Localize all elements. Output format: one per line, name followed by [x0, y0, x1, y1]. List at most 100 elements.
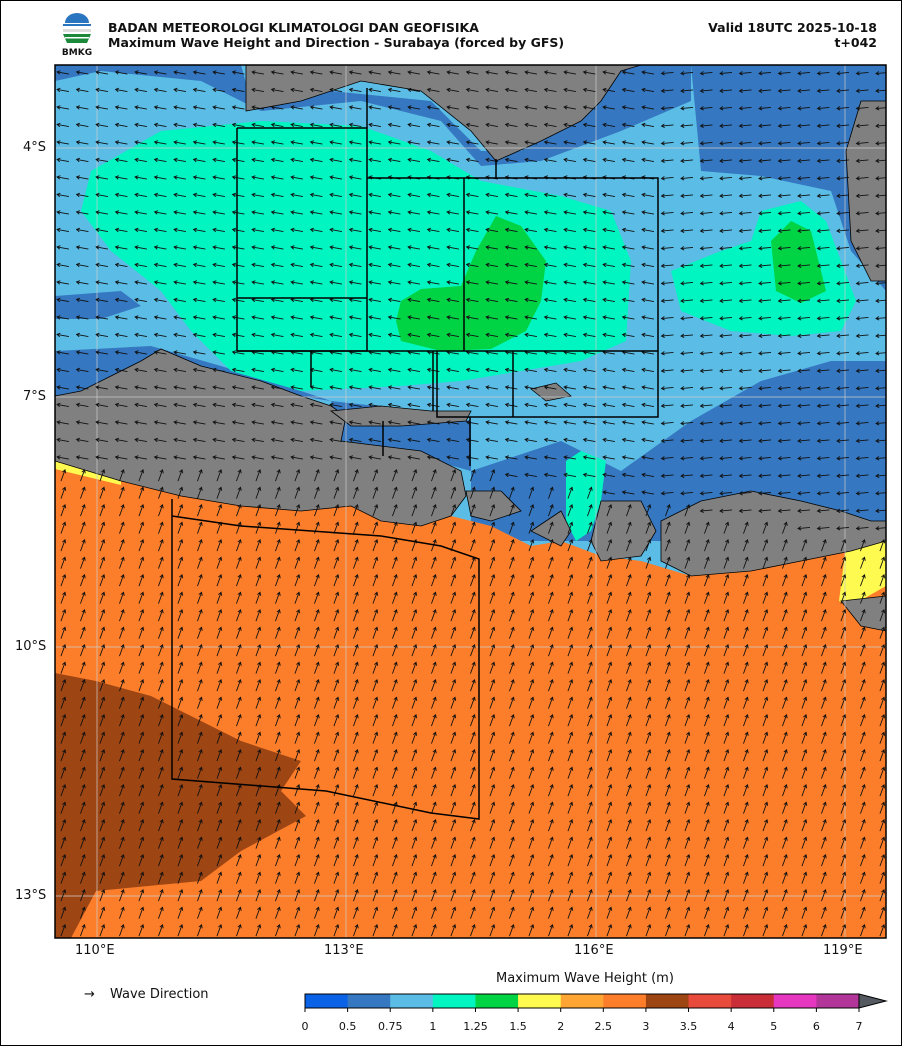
- wave-arrow: [231, 227, 245, 233]
- wave-arrow: [216, 801, 223, 814]
- wave-arrow: [372, 889, 379, 902]
- wave-arrow: [801, 679, 808, 692]
- wave-arrow: [255, 906, 262, 919]
- wave-arrow: [158, 924, 164, 937]
- wave-arrow: [236, 871, 242, 884]
- wave-arrow: [348, 332, 362, 338]
- wave-arrow: [719, 386, 733, 391]
- wave-arrow: [290, 280, 303, 285]
- wave-arrow: [314, 609, 320, 622]
- wave-arrow: [348, 437, 362, 443]
- wave-arrow: [719, 228, 733, 233]
- wave-arrow: [626, 591, 632, 604]
- wave-arrow: [138, 784, 145, 797]
- wave-arrow: [60, 521, 67, 534]
- wave-arrow: [251, 210, 264, 215]
- wave-arrow: [645, 906, 652, 919]
- wave-arrow: [333, 836, 340, 849]
- wave-arrow: [216, 871, 223, 884]
- wave-arrow: [645, 521, 652, 534]
- wave-arrow: [197, 749, 203, 762]
- sea-dark-blue-n: [55, 65, 691, 166]
- wave-arrow: [99, 539, 106, 552]
- wave-arrow: [587, 924, 593, 937]
- wave-arrow: [801, 854, 808, 867]
- wave-arrow: [231, 70, 245, 75]
- wave-arrow: [212, 420, 225, 425]
- wave-arrow: [450, 836, 457, 849]
- wave-arrow: [762, 924, 769, 937]
- wave-arrow: [407, 455, 420, 460]
- wave-arrow: [251, 455, 264, 460]
- wave-arrow: [158, 644, 164, 657]
- wave-arrow: [485, 210, 498, 215]
- wave-arrow: [860, 539, 866, 552]
- wave-arrow: [290, 385, 303, 390]
- wave-arrow: [504, 385, 518, 390]
- wave-arrow: [860, 854, 866, 867]
- wave-arrow: [392, 836, 398, 849]
- wave-arrow: [879, 626, 886, 639]
- wave-arrow: [251, 192, 264, 198]
- wave-arrow: [587, 574, 593, 587]
- wave-arrow: [645, 714, 652, 727]
- forecast-area-boundaries: [171, 88, 659, 820]
- wave-arrow: [704, 819, 710, 832]
- wave-arrow: [470, 661, 476, 674]
- wave-arrow: [80, 574, 86, 587]
- wave-arrow: [387, 140, 401, 145]
- wave-arrow: [236, 591, 242, 604]
- wave-arrow: [758, 473, 772, 478]
- wave-arrow: [236, 749, 242, 762]
- wave-arrow: [489, 644, 496, 657]
- graticule: [55, 65, 886, 938]
- wave-arrow: [197, 836, 203, 849]
- wave-arrow: [543, 315, 557, 320]
- wave-arrow: [270, 70, 284, 75]
- wave-arrow: [158, 626, 164, 639]
- wave-arrow: [587, 871, 593, 884]
- wave-arrow: [840, 609, 847, 622]
- wave-arrow: [606, 626, 613, 639]
- wave-arrow: [426, 87, 440, 93]
- wave-arrow: [645, 556, 652, 569]
- wave-arrow: [602, 122, 615, 128]
- wave-arrow: [485, 385, 498, 390]
- wave-arrow: [446, 210, 459, 215]
- wave-arrow: [645, 924, 652, 937]
- wave-arrow: [699, 228, 713, 233]
- wave-arrow: [236, 521, 242, 534]
- wave-arrow: [372, 731, 379, 744]
- wave-arrow: [236, 854, 242, 867]
- wave-arrow: [489, 504, 496, 517]
- wave-arrow: [426, 210, 440, 215]
- wave-arrow: [197, 854, 203, 867]
- wave-arrow: [75, 245, 89, 250]
- wave-arrow: [372, 679, 379, 692]
- wave-arrow: [177, 469, 184, 482]
- wave-arrow: [270, 367, 284, 373]
- wave-arrow: [353, 521, 359, 534]
- wave-arrow: [563, 210, 576, 215]
- wave-arrow: [660, 211, 674, 216]
- wave-arrow: [294, 836, 301, 849]
- wave-arrow: [660, 281, 674, 286]
- wave-arrow: [353, 679, 359, 692]
- wave-arrow: [836, 106, 850, 111]
- wave-arrow: [684, 696, 691, 709]
- wave-arrow: [60, 661, 67, 674]
- wave-arrow: [504, 105, 518, 110]
- wave-arrow: [294, 626, 301, 639]
- wave-arrow: [606, 784, 613, 797]
- wave-arrow: [153, 455, 167, 460]
- wave-arrow: [216, 836, 223, 849]
- wave-arrow: [314, 469, 320, 482]
- wave-arrow: [387, 367, 401, 373]
- wave-arrow: [660, 88, 674, 93]
- wave-arrow: [275, 714, 281, 727]
- wave-arrow: [60, 469, 67, 482]
- wave-arrow: [470, 609, 476, 622]
- wave-arrow: [60, 486, 67, 499]
- wave-arrow: [119, 924, 125, 937]
- wave-arrow: [392, 521, 398, 534]
